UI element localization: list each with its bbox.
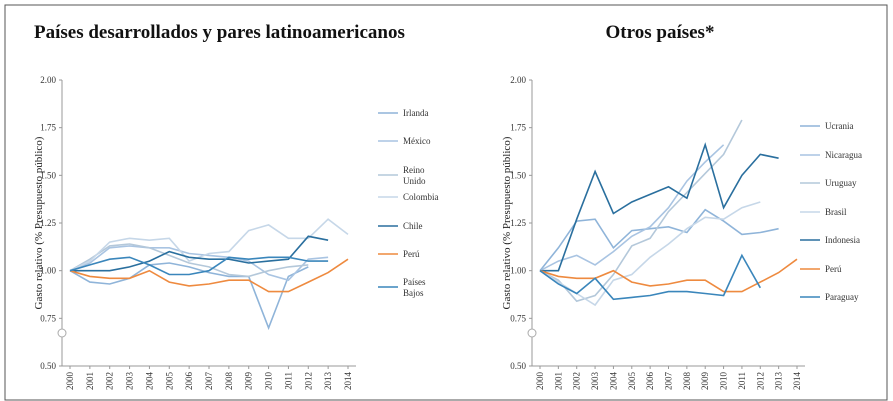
x-tick-label: 2006 [645,372,655,391]
x-tick-label: 2008 [682,372,692,391]
legend-label: Ucrania [825,121,853,131]
y-tick-label: 1.75 [40,123,56,133]
y-tick-label: 1.00 [510,266,526,276]
y-tick-label: 0.50 [510,361,526,371]
series-line [539,201,761,307]
y-tick-label: 1.00 [40,266,56,276]
x-tick-label: 2013 [323,372,333,391]
x-tick-label: 2013 [774,372,784,391]
x-tick-label: 2002 [105,372,115,390]
chart-title: Países desarrollados y pares latinoameri… [34,22,405,43]
x-tick-label: 2010 [719,372,729,391]
legend-label: Chile [403,221,423,231]
x-tick-label: 2012 [303,372,313,390]
x-tick-label: 2000 [535,372,545,391]
x-tick-label: 2007 [204,372,214,391]
series-line [69,262,309,331]
x-tick-label: 2014 [792,372,802,391]
series-line [69,243,309,278]
x-tick-label: 2010 [264,372,274,391]
x-tick-label: 2009 [700,372,710,391]
x-tick-label: 2005 [164,372,174,391]
x-tick-label: 2011 [283,372,293,390]
legend-label: Brasil [825,207,847,217]
x-tick-label: 2011 [737,372,747,390]
legend-label: Perú [825,264,842,274]
legend-label: Colombia [403,192,439,202]
y-tick-label: 1.50 [40,170,56,180]
frame [4,4,888,401]
y-tick-label: 1.25 [40,218,56,228]
x-tick-label: 2006 [184,372,194,391]
x-tick-label: 2004 [144,372,154,391]
x-tick-label: 2008 [224,372,234,391]
series-line [539,119,743,303]
series-line [539,253,761,301]
legend-label: Indonesia [825,235,860,245]
x-tick-label: 2001 [553,372,563,390]
legend-label: México [403,136,431,146]
x-tick-label: 2014 [343,372,353,391]
x-tick-label: 2005 [627,372,637,391]
x-tick-label: 2012 [755,372,765,390]
x-tick-label: 2001 [85,372,95,390]
y-tick-label: 1.25 [510,218,526,228]
series-line [70,235,329,272]
series-line [540,142,779,272]
y-tick-label: 1.75 [510,123,526,133]
series-line [539,258,798,293]
y-tick-label: 0.75 [510,313,526,323]
legend-label: Reino Unido [403,165,426,186]
x-tick-label: 2003 [590,372,600,391]
legend-label: Nicaragua [825,150,862,160]
legend-label: Uruguay [825,178,857,188]
legend-label: Paraguay [825,292,859,302]
x-tick-label: 2009 [244,372,254,391]
series-line [69,258,349,293]
axis-handle [527,328,537,338]
y-tick-label: 0.50 [40,361,56,371]
x-tick-label: 2004 [608,372,618,391]
y-axis-label: Gasto relativo (% Presupuesto público) [33,136,45,309]
y-axis-label: Gasto relativo (% Presupuesto público) [501,136,513,309]
series-line [69,218,349,272]
series-line [539,208,779,272]
x-tick-label: 2007 [664,372,674,391]
legend-label: Perú [403,249,420,259]
x-tick-label: 2002 [572,372,582,390]
y-tick-label: 0.75 [40,313,56,323]
y-tick-label: 2.00 [40,75,56,85]
legend-label: Países Bajos [403,277,426,298]
chart-title: Otros países* [606,22,715,43]
x-tick-label: 2003 [125,372,135,391]
y-tick-label: 1.50 [510,170,526,180]
axis-handle [57,328,67,338]
x-tick-label: 2000 [65,372,75,391]
series-line [539,144,725,272]
legend-label: Irlanda [403,108,428,118]
series-line [69,256,329,276]
y-tick-label: 2.00 [510,75,526,85]
series-line [69,245,329,282]
